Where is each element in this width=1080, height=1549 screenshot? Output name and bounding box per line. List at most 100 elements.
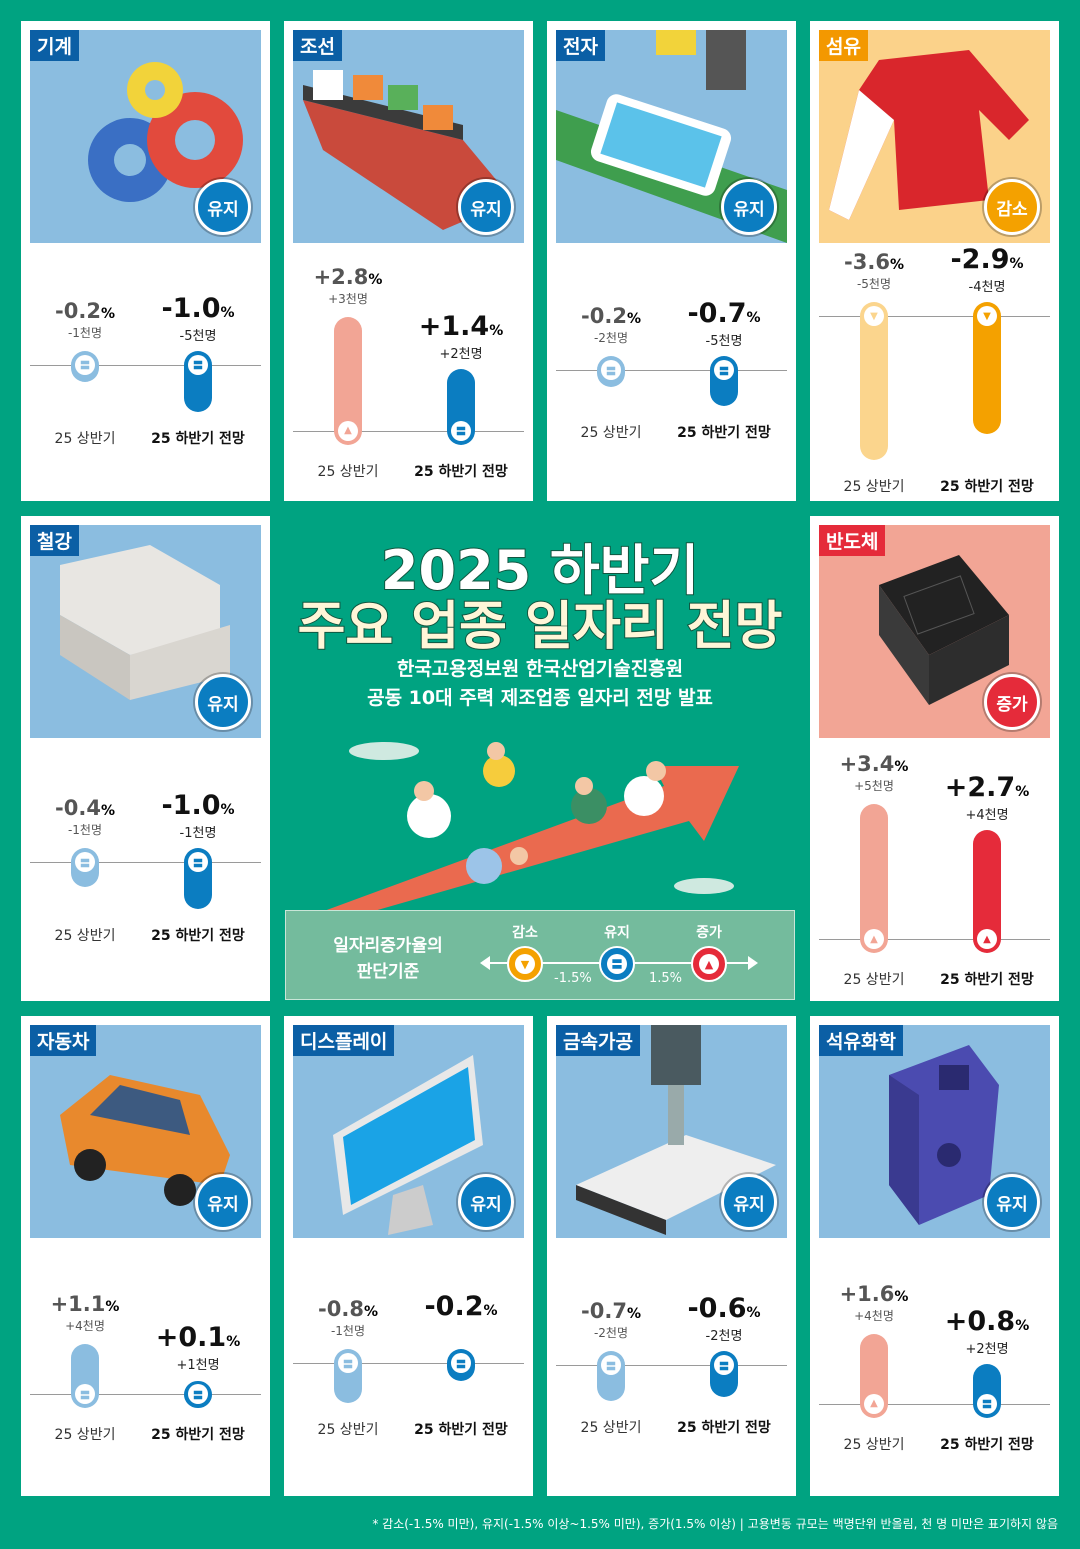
status-badge: 유지 [458,1174,514,1230]
percent-value: -0.4 [55,796,101,820]
bar-h2: 〓 [710,356,738,406]
baseline [30,862,261,863]
period-label-h2: 25 하반기 전망 [151,928,245,944]
period-label-h2: 25 하반기 전망 [414,463,508,480]
gears-illustration [30,30,261,243]
value-h1: -3.6% -5천명 [814,250,934,292]
employment-change: -1천명 [179,826,217,841]
status-badge: 유지 [195,674,251,730]
percent-sign: % [746,1305,761,1322]
period-label-h1: 25 상반기 [580,424,642,441]
equal-icon: 〓 [714,360,734,381]
equal-icon: 〓 [75,852,95,872]
period-label-h2: 25 하반기 전망 [940,478,1034,495]
up-triangle-icon: ▲ [977,929,997,950]
bar-h2: 〓 [447,1349,475,1381]
bar-h2: 〓 [184,350,212,412]
equal-icon: 〓 [714,1355,734,1376]
legend-increase-label: 증가 [696,925,722,941]
industry-card-0: 기계 유지 〓 -0.2% -1천명 25 상반기 〓 -1.0% -5천명 25 하반기 전망 [21,21,270,501]
employment-change: -1천명 [330,1324,366,1339]
status-badge: 유지 [195,179,251,235]
industry-name: 섬유 [819,30,868,61]
legend-maintain-label: 유지 [604,925,630,941]
percent-sign: % [894,1289,909,1306]
legend-title-line-2: 판단기준 [356,962,420,982]
bar-h2: 〓 [184,848,212,909]
percent-sign: % [363,1304,378,1321]
baseline [556,1365,787,1367]
period-label-h2: 25 하반기 전망 [677,424,771,441]
period-label-h1: 25 상반기 [843,1436,905,1453]
footnote: * 감소(-1.5% 미만), 유지(-1.5% 이상~1.5% 미만), 증가… [372,1517,1058,1531]
value-h1: +1.1% +4천명 [25,1292,145,1334]
baseline [819,1403,1050,1405]
employment-change: -5천명 [705,334,743,350]
legend-low-threshold: -1.5% [554,971,592,986]
increase-icon: ▲ [691,946,727,982]
legend-high-threshold: 1.5% [649,971,683,986]
employment-change: -2천명 [593,1326,629,1341]
status-badge: 유지 [721,179,777,235]
value-h2: +1.4% +2천명 [401,311,521,362]
legend-title-line-1: 일자리증가율의 [333,936,443,956]
equal-icon: 〓 [451,420,471,441]
value-h1: -0.7% -2천명 [551,1299,671,1341]
period-label-h1: 25 상반기 [54,928,116,944]
employment-change: -2천명 [593,331,629,346]
percent-value: -0.7 [687,298,747,330]
period-label-h2: 25 하반기 전망 [940,972,1034,989]
title-line-1: 2025 하반기 [380,538,700,603]
up-triangle-icon: ▲ [338,420,358,441]
baseline [819,939,1050,941]
percent-sign: % [746,310,761,327]
employment-change: +2천명 [439,347,483,362]
drill-illustration [556,1025,787,1238]
percent-value: -3.6 [844,250,890,275]
bar-h2: 〓 [184,1380,212,1409]
percent-sign: % [220,304,235,321]
value-h1: +3.4% +5천명 [814,752,934,794]
value-h2: +0.1% +1천명 [138,1322,258,1373]
percent-sign: % [483,1303,498,1320]
industry-card-2: 전자 유지 〓 -0.2% -2천명 25 상반기 〓 -0.7% -5천명 25 하반기 전망 [547,21,796,501]
legend-box: 일자리증가율의 판단기준 감소 유지 증가 ▼ 〓 ▲ -1.5% 1.5% [285,910,795,1000]
employment-change: +2천명 [965,1342,1009,1357]
value-h2: -0.7% -5천명 [664,298,784,349]
up-triangle-icon: ▲ [864,1393,884,1414]
industry-card-5: 반도체 증가 ▲ +3.4% +5천명 25 상반기 ▲ +2.7% +4천명 25 하반기 전망 [810,516,1059,1001]
equal-icon: 〓 [601,1355,621,1376]
steel-beams-illustration [30,525,261,738]
value-h2: -1.0% -5천명 [138,293,258,344]
percent-value: -1.0 [161,790,221,821]
baseline [30,364,261,366]
bar-h1: 〓 [71,350,99,382]
percent-value: +1.4 [418,311,490,342]
percent-value: -0.2 [55,298,101,323]
baseline [819,316,1050,318]
employment-change: +4천명 [854,1309,894,1324]
percent-sign: % [1015,1318,1030,1334]
period-label-h1: 25 상반기 [54,1427,116,1444]
value-h2: -1.0% -1천명 [138,790,258,841]
period-label-h2: 25 하반기 전망 [151,1427,245,1444]
industry-name: 디스플레이 [293,1025,395,1056]
bar-h1: ▲ [860,1334,888,1418]
percent-value: -1.0 [161,292,221,324]
status-badge: 유지 [984,1174,1040,1230]
bar-h1: 〓 [597,1351,625,1401]
status-badge: 유지 [458,179,514,235]
value-h1: -0.8% -1천명 [288,1297,408,1339]
decrease-icon: ▼ [507,946,543,982]
value-h2: -0.2% [401,1291,521,1323]
equal-icon: 〓 [188,1384,208,1405]
percent-sign: % [100,803,115,819]
percent-value: -0.8 [318,1297,364,1322]
equal-icon: 〓 [451,1353,471,1374]
baseline [30,1394,261,1396]
percent-value: -0.7 [581,1299,627,1324]
employment-change: +1천명 [176,1358,220,1374]
employment-change: +4천명 [965,807,1009,823]
period-label-h1: 25 상반기 [843,972,905,989]
